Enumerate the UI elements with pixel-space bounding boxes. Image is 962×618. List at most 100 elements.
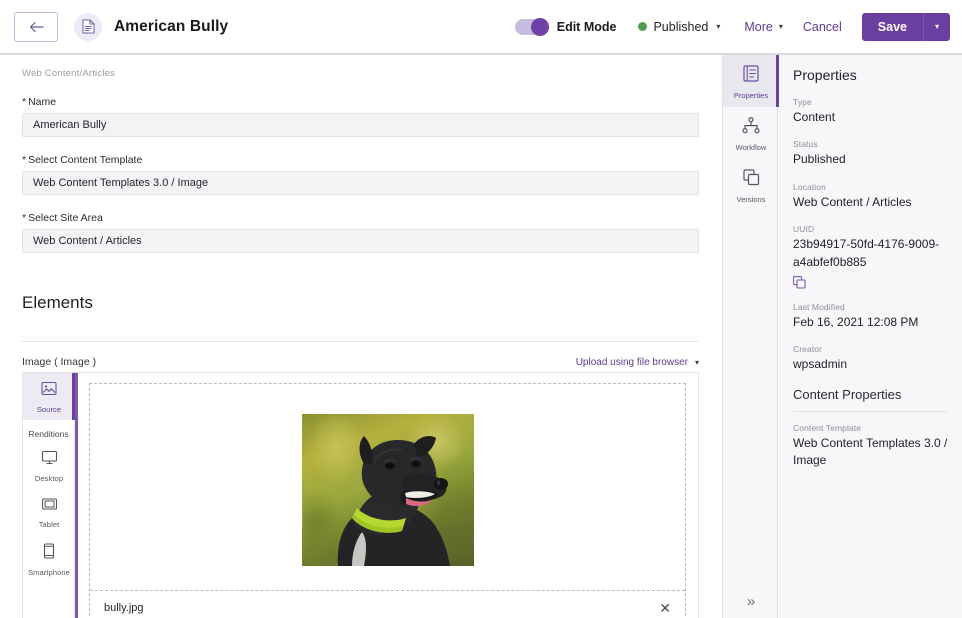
property-label: Creator bbox=[793, 344, 823, 355]
content-properties-heading: Content Properties bbox=[793, 386, 902, 402]
required-marker: * bbox=[22, 212, 27, 224]
document-icon bbox=[74, 12, 102, 41]
field-site-area: * Select Site Area Web Content / Articles bbox=[22, 212, 699, 253]
rendition-tabs: Source Renditions Desktop bbox=[23, 373, 75, 618]
element-name: Image ( Image ) bbox=[22, 356, 97, 368]
tab-smartphone[interactable]: Smartphone bbox=[23, 535, 75, 583]
close-icon[interactable]: ✕ bbox=[659, 599, 671, 616]
properties-icon bbox=[743, 65, 759, 87]
upload-link-label: Upload using file browser bbox=[575, 357, 688, 368]
name-input[interactable]: American Bully bbox=[22, 113, 699, 137]
required-marker: * bbox=[22, 154, 27, 166]
active-accent-bar bbox=[75, 373, 78, 618]
save-button-group[interactable]: Save ▾ bbox=[861, 12, 950, 41]
toggle-track[interactable] bbox=[514, 17, 549, 36]
image-element-editor: Source Renditions Desktop bbox=[22, 372, 699, 618]
tab-label: Tablet bbox=[38, 520, 60, 529]
property-value-creator: wpsadmin bbox=[793, 357, 848, 372]
chevron-down-icon: ▾ bbox=[934, 22, 939, 31]
element-header-row: Image ( Image ) Upload using file browse… bbox=[22, 356, 699, 368]
save-dropdown-button[interactable]: ▾ bbox=[924, 12, 950, 41]
property-label: Content Template bbox=[793, 422, 862, 433]
field-name: * Name American Bully bbox=[22, 96, 699, 137]
chevron-down-icon: ▾ bbox=[716, 22, 721, 31]
rail-item-workflow[interactable]: Workflow bbox=[723, 107, 779, 159]
elements-heading: Elements bbox=[22, 293, 93, 312]
more-menu-button[interactable]: More ▾ bbox=[744, 20, 783, 34]
property-label: UUID bbox=[793, 224, 815, 235]
status-dot-icon bbox=[638, 22, 648, 31]
dog-photo-subject bbox=[337, 436, 450, 566]
file-name: bully.jpg bbox=[104, 601, 144, 614]
app-header: American Bully Edit Mode Published ▾ Mor… bbox=[0, 0, 962, 55]
property-label: Status bbox=[793, 139, 818, 150]
property-label: Last Modified bbox=[793, 301, 845, 312]
tab-label: Desktop bbox=[34, 474, 64, 483]
rail-item-label: Properties bbox=[733, 91, 769, 100]
smartphone-icon bbox=[43, 543, 55, 564]
arrow-left-icon bbox=[29, 21, 44, 33]
tab-label: Source bbox=[36, 405, 62, 414]
divider bbox=[22, 341, 699, 342]
divider bbox=[793, 410, 948, 412]
status-label: Published bbox=[653, 19, 709, 34]
property-value-uuid-row: 23b94917-50fd-4176-9009-a4abfef0b885 bbox=[793, 236, 948, 289]
more-label: More bbox=[744, 19, 773, 34]
copy-icon[interactable] bbox=[793, 276, 806, 289]
expand-panel-button[interactable]: » bbox=[746, 593, 756, 610]
desktop-icon bbox=[41, 450, 58, 470]
image-drop-zone[interactable]: bully.jpg ✕ Select or drag to replace im… bbox=[89, 383, 686, 618]
cancel-button[interactable]: Cancel bbox=[803, 20, 842, 34]
uuid-value: 23b94917-50fd-4176-9009-a4abfef0b885 bbox=[793, 237, 940, 269]
back-button[interactable] bbox=[14, 11, 58, 42]
property-value-status: Published bbox=[793, 152, 846, 167]
body-area: Web Content/Articles * Name American Bull… bbox=[0, 55, 962, 618]
property-label: Type bbox=[793, 97, 812, 107]
toggle-knob bbox=[530, 17, 549, 36]
edit-mode-label: Edit Mode bbox=[556, 19, 617, 34]
page-title: American Bully bbox=[114, 17, 229, 35]
property-value-last-modified: Feb 16, 2021 12:08 PM bbox=[793, 314, 919, 329]
property-value-location: Web Content / Articles bbox=[793, 194, 912, 209]
uploaded-file-row: bully.jpg ✕ bbox=[90, 590, 685, 618]
rail-item-properties[interactable]: Properties bbox=[723, 55, 779, 107]
status-badge[interactable]: Published ▾ bbox=[638, 20, 720, 34]
panel-heading: Properties bbox=[793, 67, 857, 83]
field-label: * Name bbox=[22, 96, 57, 108]
save-button[interactable]: Save bbox=[861, 12, 924, 41]
versions-icon bbox=[742, 169, 760, 191]
chevron-down-icon: ▾ bbox=[694, 358, 699, 367]
tab-source[interactable]: Source bbox=[23, 373, 75, 420]
edit-mode-toggle[interactable]: Edit Mode bbox=[514, 17, 617, 36]
site-area-input[interactable]: Web Content / Articles bbox=[22, 229, 699, 253]
workflow-icon bbox=[742, 116, 760, 139]
tab-tablet[interactable]: Tablet bbox=[23, 489, 75, 535]
cancel-label: Cancel bbox=[802, 19, 842, 34]
properties-panel: Properties Type Content Status Published… bbox=[779, 55, 962, 618]
field-content-template: * Select Content Template Web Content Tem… bbox=[22, 154, 699, 195]
field-label: * Select Site Area bbox=[22, 212, 103, 224]
required-marker: * bbox=[22, 96, 27, 108]
property-label: Location bbox=[793, 181, 826, 192]
tablet-icon bbox=[41, 497, 58, 516]
content-template-input[interactable]: Web Content Templates 3.0 / Image bbox=[22, 171, 699, 195]
field-label: * Select Content Template bbox=[22, 154, 143, 166]
image-icon bbox=[41, 381, 57, 401]
chevron-down-icon: ▾ bbox=[778, 22, 783, 31]
image-preview bbox=[301, 414, 474, 566]
property-value-content-template: Web Content Templates 3.0 / Image bbox=[793, 435, 948, 468]
image-canvas: bully.jpg ✕ Select or drag to replace im… bbox=[75, 373, 698, 618]
upload-using-file-browser-button[interactable]: Upload using file browser ▾ bbox=[576, 357, 699, 368]
property-value-type: Content bbox=[793, 110, 836, 124]
tab-desktop[interactable]: Desktop bbox=[23, 442, 75, 489]
header-actions: Edit Mode Published ▾ More ▾ Cancel Save… bbox=[514, 12, 962, 41]
side-rail: Properties Workflow bbox=[722, 55, 779, 618]
breadcrumb: Web Content/Articles bbox=[22, 68, 116, 79]
rail-item-label: Workflow bbox=[735, 143, 767, 152]
main-content: Web Content/Articles * Name American Bull… bbox=[0, 55, 722, 618]
renditions-group-label: Renditions bbox=[28, 429, 69, 439]
rail-item-label: Versions bbox=[736, 195, 766, 204]
rail-item-versions[interactable]: Versions bbox=[723, 159, 779, 211]
image-preview-area bbox=[90, 384, 685, 590]
